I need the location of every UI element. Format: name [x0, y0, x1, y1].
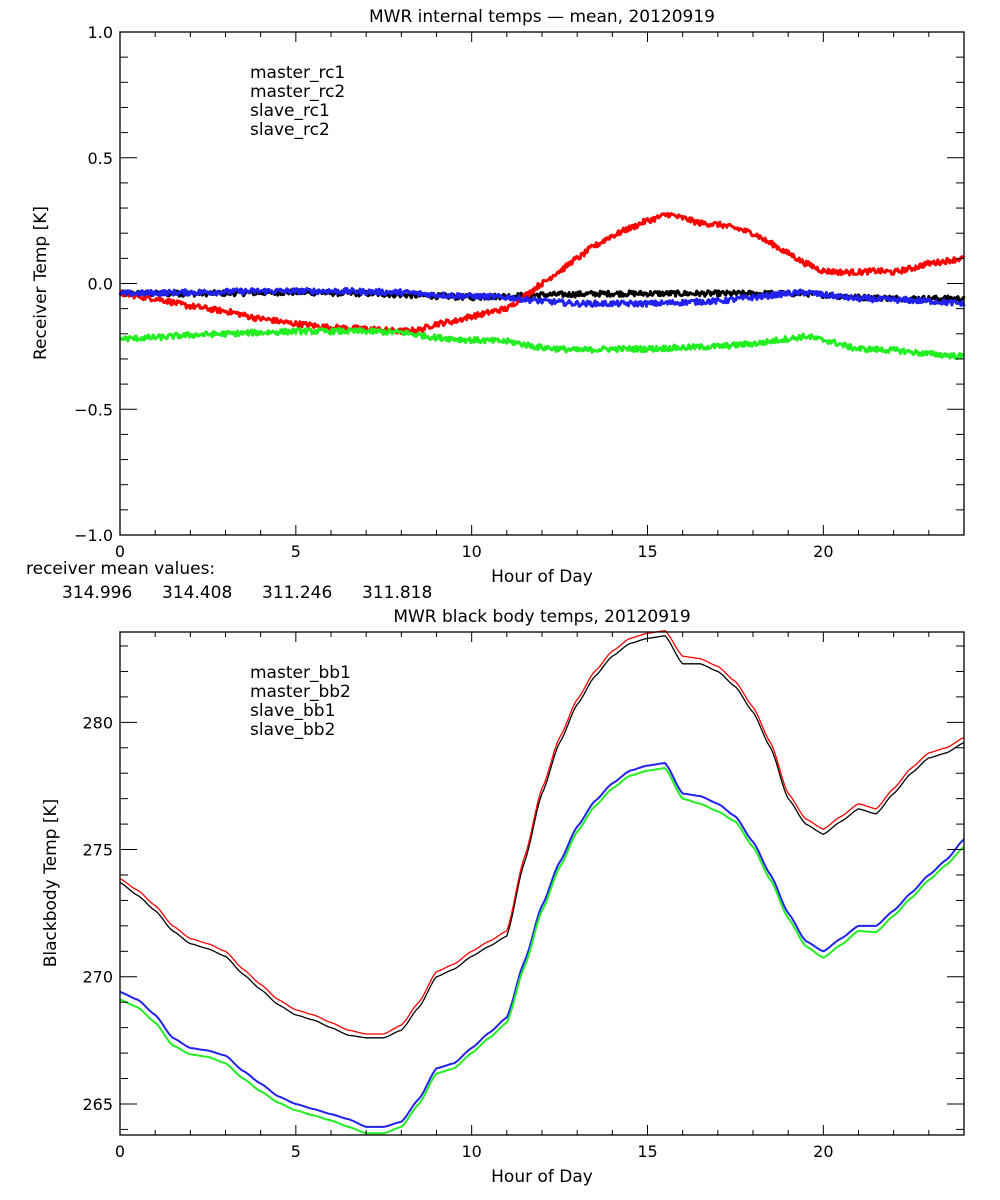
- legend-entry-slave-rc2: slave_rc2: [250, 120, 330, 140]
- y-axis-label: Receiver Temp [K]: [31, 206, 51, 360]
- series-line-master-rc1: [118, 288, 966, 303]
- blackbody-temp-chart: MWR black body temps, 20120919 0 5 10 15 20 2…: [41, 607, 965, 1187]
- series-layer: [119, 630, 965, 1135]
- receiver-mean-value: 311.246: [262, 583, 332, 603]
- y-tick-label: 280: [82, 713, 113, 732]
- y-tick-label: −1.0: [74, 526, 113, 545]
- legend-entry-master-bb1: master_bb1: [250, 663, 351, 683]
- plot-frame: [119, 631, 965, 1136]
- y-tick-label: 0.5: [88, 149, 113, 168]
- series-line-slave-rc2: [118, 327, 965, 360]
- y-tick-label: 0.0: [88, 275, 113, 294]
- x-tick-label: 5: [291, 1142, 301, 1161]
- series-line-master-rc2: [119, 211, 966, 336]
- x-axis-label: Hour of Day: [491, 1167, 593, 1187]
- x-tick-label: 0: [115, 542, 125, 561]
- x-tick-label: 15: [637, 542, 657, 561]
- receiver-mean-value: 314.408: [162, 583, 232, 603]
- ticks-layer: 0 5 10 15 20 −1.0 −0.5 0.0 0.5 1.0: [74, 23, 965, 561]
- y-tick-label: 265: [82, 1095, 113, 1114]
- x-tick-label: 5: [291, 542, 301, 561]
- receiver-mean-label: receiver mean values:: [26, 559, 215, 579]
- series-line-slave-rc1: [118, 286, 966, 308]
- x-tick-label: 20: [813, 1142, 833, 1161]
- receiver-mean-summary: receiver mean values: 314.996 314.408 31…: [26, 559, 432, 603]
- chart-title: MWR internal temps — mean, 20120919: [369, 7, 715, 27]
- x-tick-label: 10: [461, 1142, 481, 1161]
- y-axis-label: Blackbody Temp [K]: [41, 799, 61, 968]
- x-tick-label: 15: [637, 1142, 657, 1161]
- series-line-slave-bb1: [119, 762, 965, 1128]
- series-layer: [118, 211, 966, 360]
- legend-entry-master-bb2: master_bb2: [250, 682, 351, 702]
- legend-entry-master-rc2: master_rc2: [250, 82, 345, 102]
- legend-entry-slave-rc1: slave_rc1: [250, 101, 330, 121]
- series-line-master-bb1: [119, 635, 965, 1039]
- series-line-slave-bb2: [119, 767, 965, 1135]
- x-tick-label: 20: [813, 542, 833, 561]
- y-tick-label: 275: [82, 841, 113, 860]
- legend-entry-master-rc1: master_rc1: [250, 63, 345, 83]
- legend-entry-slave-bb2: slave_bb2: [250, 720, 335, 740]
- y-tick-label: 270: [82, 968, 113, 987]
- receiver-temp-chart: MWR internal temps — mean, 20120919 0 5 10…: [31, 7, 966, 587]
- y-tick-label: 1.0: [88, 23, 113, 42]
- series-line-master-bb2: [119, 630, 965, 1035]
- x-axis-label: Hour of Day: [491, 567, 593, 587]
- x-tick-label: 0: [115, 1142, 125, 1161]
- y-tick-label: −0.5: [74, 400, 113, 419]
- ticks-layer: 0 5 10 15 20 265 270 275 280: [82, 632, 965, 1161]
- receiver-mean-value: 314.996: [62, 583, 132, 603]
- chart-title: MWR black body temps, 20120919: [393, 607, 690, 627]
- x-tick-label: 10: [461, 542, 481, 561]
- legend-entry-slave-bb1: slave_bb1: [250, 701, 335, 721]
- receiver-mean-value: 311.818: [362, 583, 432, 603]
